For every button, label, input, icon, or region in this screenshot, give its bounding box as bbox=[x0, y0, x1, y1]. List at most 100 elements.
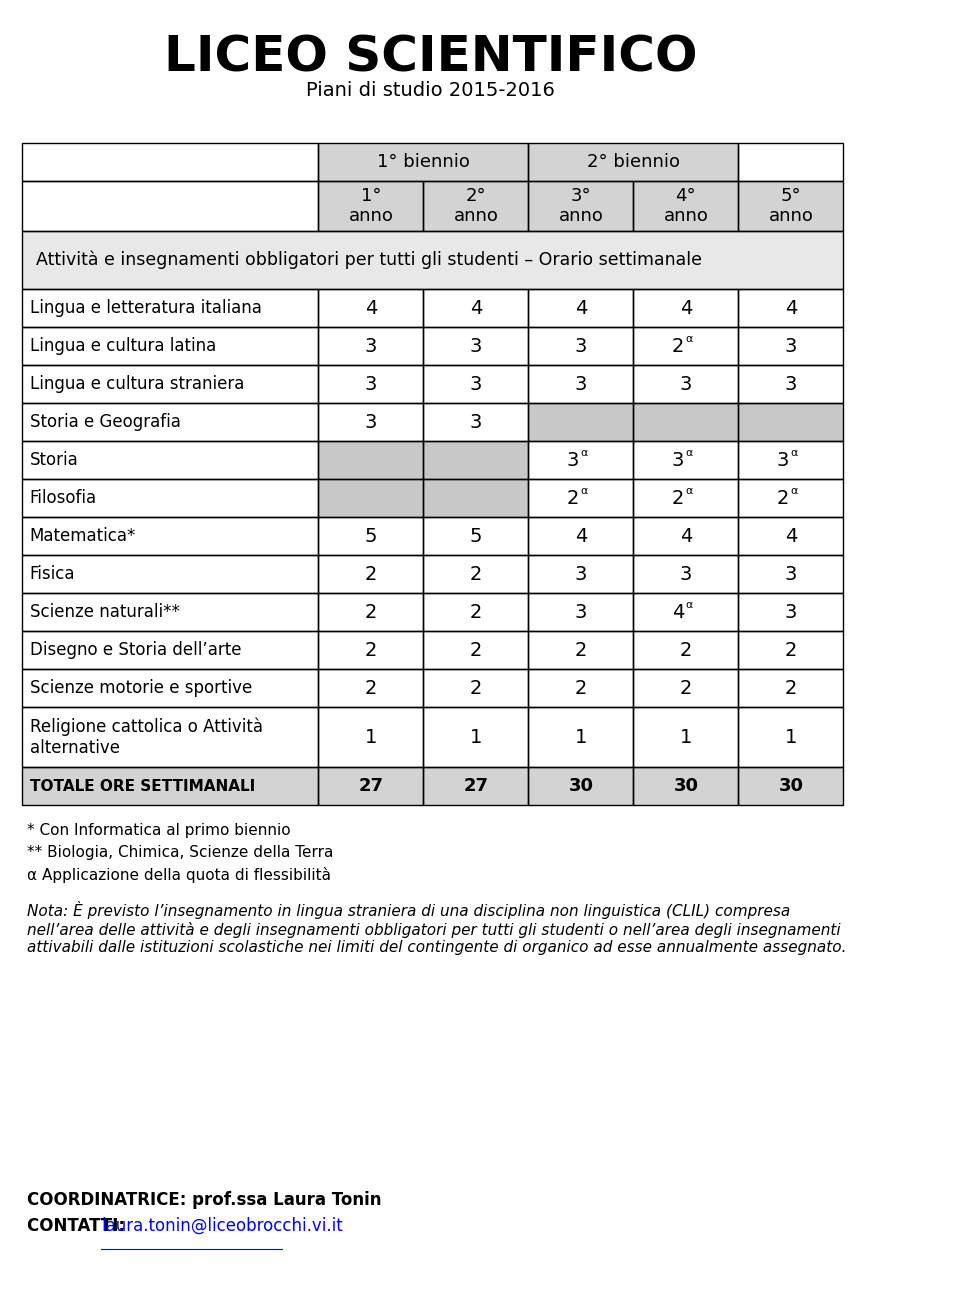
Bar bbox=[319, 556, 423, 593]
Bar bbox=[22, 593, 319, 631]
Bar bbox=[319, 327, 423, 366]
Bar bbox=[528, 181, 634, 232]
Bar bbox=[423, 768, 528, 805]
Bar bbox=[423, 403, 528, 441]
Text: Disegno e Storia dell’arte: Disegno e Storia dell’arte bbox=[30, 641, 241, 660]
Bar bbox=[319, 143, 528, 181]
Text: Matematica*: Matematica* bbox=[30, 527, 136, 545]
Bar bbox=[634, 441, 738, 479]
Bar bbox=[634, 327, 738, 366]
Bar bbox=[22, 768, 319, 805]
Bar bbox=[528, 366, 634, 403]
Bar bbox=[634, 181, 738, 232]
Text: Fisica: Fisica bbox=[30, 565, 75, 583]
Bar bbox=[423, 556, 528, 593]
Bar bbox=[634, 327, 738, 366]
Text: 1: 1 bbox=[575, 727, 588, 747]
Bar bbox=[634, 403, 738, 441]
Bar bbox=[319, 143, 528, 181]
Bar bbox=[634, 631, 738, 669]
Bar bbox=[22, 366, 319, 403]
Text: 30: 30 bbox=[568, 777, 593, 795]
Bar bbox=[634, 366, 738, 403]
Text: α: α bbox=[790, 448, 798, 458]
Bar bbox=[22, 768, 319, 805]
Text: 2: 2 bbox=[365, 679, 377, 697]
Bar bbox=[423, 181, 528, 232]
Bar bbox=[22, 516, 319, 556]
Text: 3: 3 bbox=[566, 450, 579, 470]
Bar bbox=[319, 556, 423, 593]
Bar bbox=[22, 143, 319, 181]
Text: 2: 2 bbox=[575, 679, 588, 697]
Bar bbox=[634, 593, 738, 631]
Text: 1°
anno: 1° anno bbox=[348, 186, 394, 225]
Text: 3: 3 bbox=[575, 565, 588, 584]
Text: 3: 3 bbox=[672, 450, 684, 470]
Bar bbox=[319, 516, 423, 556]
Bar bbox=[423, 516, 528, 556]
Text: 2: 2 bbox=[672, 488, 684, 507]
Text: 4°
anno: 4° anno bbox=[663, 186, 708, 225]
Text: 5°
anno: 5° anno bbox=[768, 186, 813, 225]
Bar bbox=[22, 631, 319, 669]
Bar bbox=[738, 706, 843, 768]
Text: α: α bbox=[685, 448, 692, 458]
Bar bbox=[738, 706, 843, 768]
Bar bbox=[528, 669, 634, 706]
Bar bbox=[22, 289, 319, 327]
Bar bbox=[22, 441, 319, 479]
Bar bbox=[634, 403, 738, 441]
Bar bbox=[738, 768, 843, 805]
Bar bbox=[319, 593, 423, 631]
Bar bbox=[528, 289, 634, 327]
Bar bbox=[423, 327, 528, 366]
Bar bbox=[528, 143, 738, 181]
Bar bbox=[319, 706, 423, 768]
Bar bbox=[22, 327, 319, 366]
Bar bbox=[528, 143, 738, 181]
Bar bbox=[634, 366, 738, 403]
Text: Storia e Geografia: Storia e Geografia bbox=[30, 412, 180, 431]
Bar bbox=[319, 479, 423, 516]
Bar bbox=[22, 556, 319, 593]
Bar bbox=[738, 181, 843, 232]
Bar bbox=[528, 768, 634, 805]
Bar bbox=[319, 706, 423, 768]
Bar bbox=[319, 479, 423, 516]
Bar bbox=[528, 631, 634, 669]
Text: Piani di studio 2015-2016: Piani di studio 2015-2016 bbox=[306, 81, 555, 100]
Bar bbox=[738, 143, 843, 181]
Bar bbox=[423, 556, 528, 593]
Bar bbox=[22, 232, 843, 289]
Bar bbox=[423, 403, 528, 441]
Bar bbox=[22, 516, 319, 556]
Text: 3: 3 bbox=[784, 337, 797, 355]
Bar bbox=[423, 631, 528, 669]
Bar bbox=[319, 403, 423, 441]
Bar bbox=[634, 706, 738, 768]
Text: laura.tonin@liceobrocchi.vi.it: laura.tonin@liceobrocchi.vi.it bbox=[102, 1216, 343, 1235]
Bar bbox=[22, 181, 319, 232]
Bar bbox=[634, 441, 738, 479]
Text: 2: 2 bbox=[566, 488, 579, 507]
Bar bbox=[22, 631, 319, 669]
Text: 4: 4 bbox=[784, 298, 797, 317]
Bar bbox=[738, 143, 843, 181]
Text: 4: 4 bbox=[680, 298, 692, 317]
Bar bbox=[634, 669, 738, 706]
Text: CONTATTI:: CONTATTI: bbox=[27, 1216, 136, 1235]
Text: 2: 2 bbox=[784, 679, 797, 697]
Bar bbox=[423, 669, 528, 706]
Text: 3: 3 bbox=[365, 375, 377, 393]
Bar bbox=[738, 327, 843, 366]
Text: 3: 3 bbox=[365, 337, 377, 355]
Text: Lingua e cultura straniera: Lingua e cultura straniera bbox=[30, 375, 244, 393]
Bar bbox=[22, 143, 319, 181]
Bar bbox=[528, 516, 634, 556]
Bar bbox=[22, 556, 319, 593]
Bar bbox=[528, 327, 634, 366]
Bar bbox=[22, 669, 319, 706]
Bar bbox=[738, 403, 843, 441]
Bar bbox=[423, 593, 528, 631]
